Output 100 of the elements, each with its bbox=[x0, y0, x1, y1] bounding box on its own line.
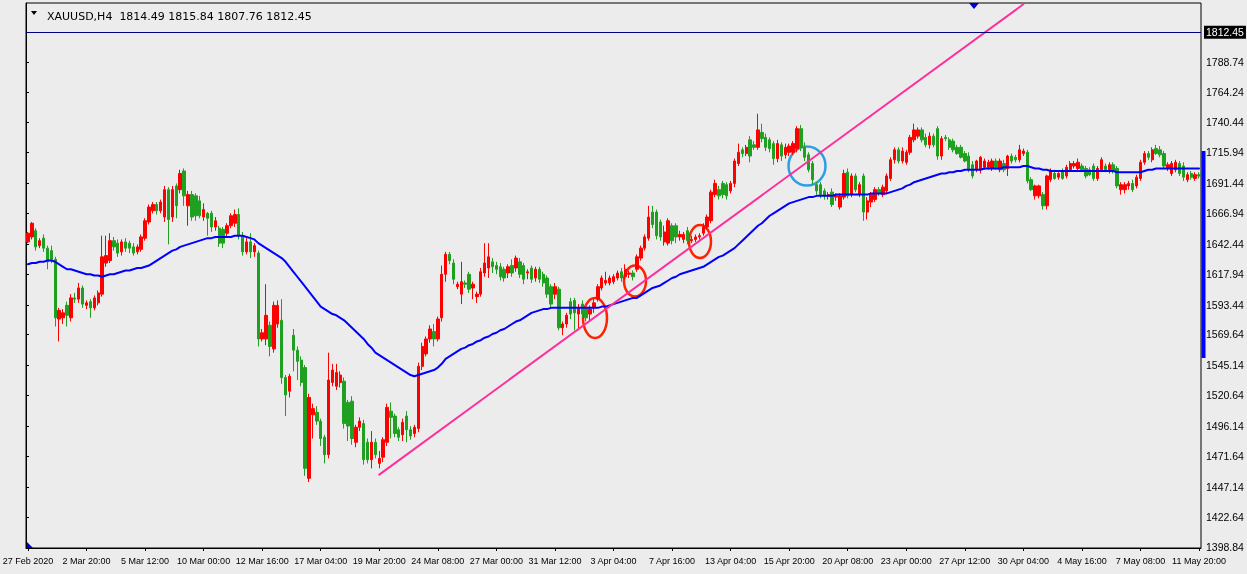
y-tick-label: 1593.44 bbox=[1206, 298, 1245, 311]
candlestick bbox=[202, 202, 205, 222]
candlestick bbox=[620, 267, 623, 283]
candlestick bbox=[787, 143, 791, 157]
candlestick bbox=[171, 185, 174, 223]
x-tick-label: 30 Apr 04:00 bbox=[997, 555, 1049, 566]
candlestick bbox=[268, 321, 272, 357]
candlestick bbox=[538, 266, 541, 284]
candlestick bbox=[1053, 169, 1056, 181]
candlestick bbox=[1127, 180, 1130, 191]
candlestick bbox=[1147, 150, 1150, 161]
candlestick bbox=[245, 237, 248, 255]
x-tick-label: 17 Mar 04:00 bbox=[294, 555, 348, 566]
candlestick bbox=[1162, 150, 1166, 169]
candlestick bbox=[866, 196, 869, 221]
candlestick bbox=[124, 237, 127, 253]
candlestick bbox=[194, 192, 198, 222]
y-tick-label: 1691.44 bbox=[1206, 176, 1245, 189]
candlestick bbox=[928, 131, 931, 150]
candlestick bbox=[116, 238, 119, 258]
candlestick bbox=[1123, 181, 1127, 194]
y-tick-label: 1471.64 bbox=[1206, 450, 1245, 463]
candlestick bbox=[448, 251, 451, 265]
candlestick bbox=[214, 216, 217, 232]
candlestick bbox=[741, 146, 744, 158]
candlestick bbox=[951, 138, 955, 153]
candlestick bbox=[108, 232, 112, 264]
candlestick bbox=[624, 263, 627, 280]
candlestick bbox=[612, 273, 615, 285]
candlestick bbox=[901, 146, 904, 165]
candlestick bbox=[850, 172, 853, 198]
candlestick bbox=[608, 275, 611, 286]
y-tick-label: 1788.74 bbox=[1206, 55, 1245, 68]
candlestick bbox=[846, 167, 849, 199]
y-tick-label: 1496.14 bbox=[1206, 419, 1245, 432]
candlestick bbox=[264, 283, 268, 346]
candlestick bbox=[678, 230, 682, 242]
candlestick bbox=[335, 363, 338, 391]
candlestick bbox=[1041, 191, 1045, 211]
candlestick bbox=[198, 195, 201, 219]
candlestick bbox=[534, 266, 537, 283]
candlestick bbox=[175, 182, 178, 219]
candlestick bbox=[690, 235, 693, 244]
x-tick-label: 13 Apr 04:00 bbox=[705, 555, 757, 566]
x-tick-label: 2 Mar 20:00 bbox=[62, 555, 111, 566]
x-tick-label: 12 Mar 16:00 bbox=[235, 555, 289, 566]
candlestick bbox=[327, 352, 330, 459]
candlestick bbox=[815, 181, 818, 196]
candlestick bbox=[210, 210, 213, 233]
candlestick bbox=[1057, 171, 1060, 181]
candlestick bbox=[584, 303, 588, 323]
candlestick bbox=[862, 172, 865, 222]
candlestick bbox=[69, 293, 73, 323]
x-tick-label: 19 Mar 20:00 bbox=[352, 555, 406, 566]
candlestick bbox=[948, 136, 951, 151]
x-tick-label: 11 May 20:00 bbox=[1172, 555, 1226, 566]
candlestick bbox=[389, 401, 393, 439]
candlestick bbox=[178, 169, 182, 194]
candlestick bbox=[452, 258, 455, 285]
candlestick bbox=[81, 284, 84, 309]
candlestick bbox=[30, 221, 34, 240]
candlestick bbox=[670, 222, 674, 245]
y-tick-label: 1447.14 bbox=[1206, 480, 1245, 493]
candlestick bbox=[748, 135, 752, 163]
candlestick bbox=[487, 242, 490, 279]
candlestick bbox=[1186, 171, 1189, 183]
candlestick bbox=[694, 233, 697, 243]
candlestick bbox=[163, 185, 166, 223]
candlestick bbox=[979, 155, 982, 174]
candlestick bbox=[432, 323, 436, 347]
candlestick bbox=[1119, 181, 1123, 196]
candlestick bbox=[674, 222, 678, 244]
x-tick-label: 23 Apr 00:00 bbox=[880, 555, 932, 566]
candlestick bbox=[772, 140, 775, 166]
candlestick bbox=[940, 135, 943, 161]
candlestick bbox=[206, 211, 209, 237]
candlestick bbox=[362, 419, 365, 466]
x-tick-label: 31 Mar 12:00 bbox=[528, 555, 582, 566]
y-tick-label: 1569.64 bbox=[1206, 328, 1245, 341]
candlestick bbox=[1018, 144, 1021, 163]
candlestick bbox=[780, 141, 783, 162]
candlestick bbox=[182, 167, 186, 207]
candlestick bbox=[557, 286, 561, 331]
candlestick bbox=[1131, 179, 1134, 193]
candlestick bbox=[616, 270, 619, 281]
x-tick-label: 3 Apr 04:00 bbox=[590, 555, 637, 566]
candlestick bbox=[920, 126, 924, 143]
candlestick bbox=[34, 227, 37, 252]
candlestick bbox=[167, 186, 170, 245]
candlestick bbox=[272, 301, 276, 354]
candlestick bbox=[655, 209, 658, 240]
x-tick-label: 7 May 08:00 bbox=[1115, 555, 1166, 566]
y-tick-label: 1422.64 bbox=[1206, 511, 1245, 524]
candlestick bbox=[573, 297, 576, 331]
candlestick bbox=[190, 190, 194, 222]
candlestick bbox=[65, 301, 69, 328]
x-tick-label: 10 Mar 00:00 bbox=[177, 555, 231, 566]
x-tick-label: 20 Apr 08:00 bbox=[822, 555, 874, 566]
candlestick bbox=[510, 258, 514, 278]
candlestick bbox=[936, 125, 939, 161]
